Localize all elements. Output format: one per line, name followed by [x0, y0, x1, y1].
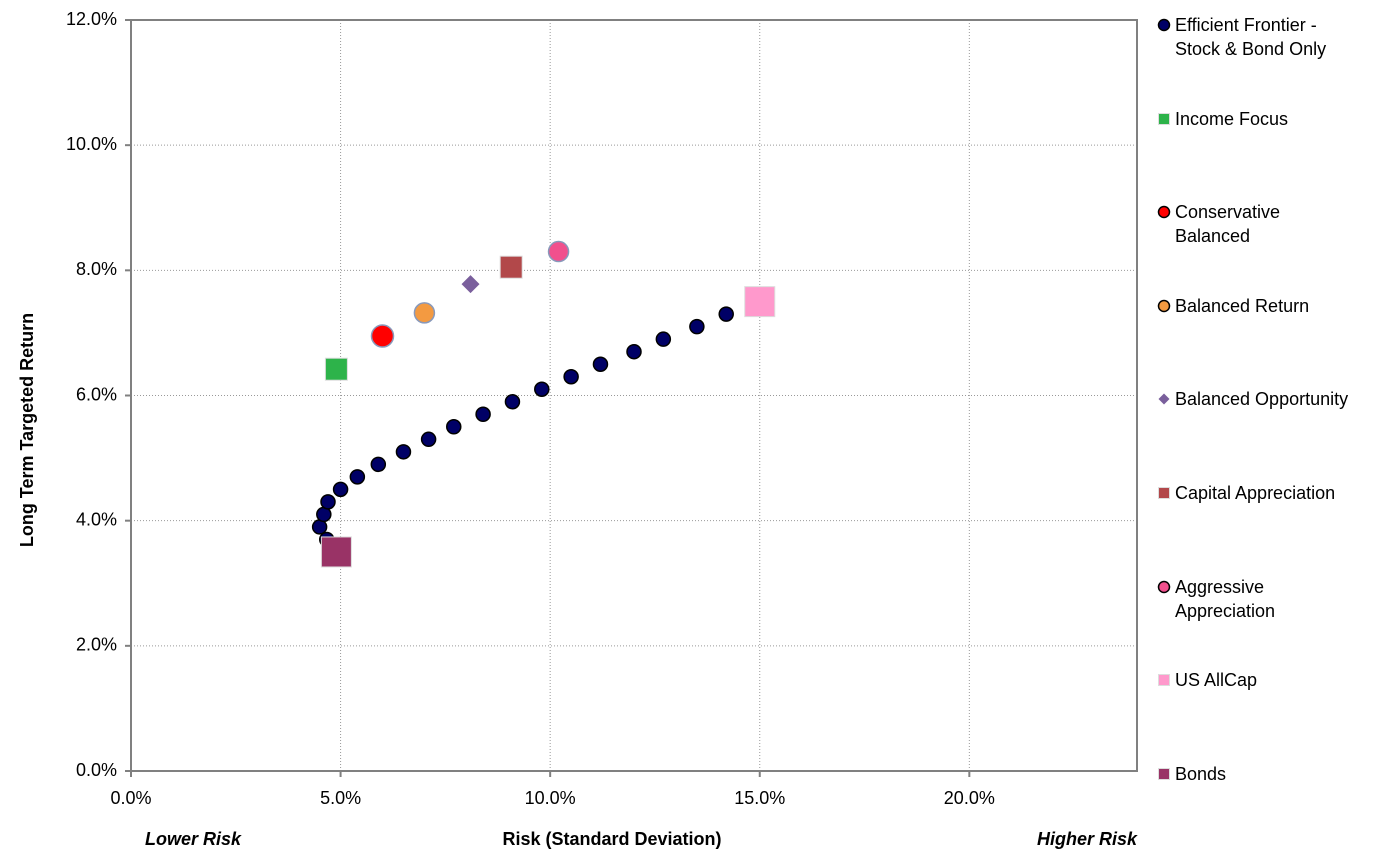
legend-entry: US AllCap	[1157, 668, 1357, 692]
y-axis-title: Long Term Targeted Return	[17, 313, 37, 547]
legend-entry: Income Focus	[1157, 107, 1357, 131]
plot-border	[130, 19, 1138, 772]
x-tick-label: 10.0%	[525, 788, 576, 808]
marker	[370, 324, 395, 348]
legend-entry: Capital Appreciation	[1157, 481, 1357, 505]
marker	[420, 431, 437, 448]
y-tick-label: 6.0%	[76, 384, 117, 404]
marker	[446, 419, 462, 435]
legend-label: Income Focus	[1175, 108, 1289, 129]
legend-marker	[1157, 299, 1171, 313]
annotation: Higher Risk	[1037, 829, 1138, 849]
x-tick-label: 20.0%	[944, 788, 995, 808]
legend-entry: Efficient Frontier - Stock & Bond Only	[1157, 13, 1357, 61]
marker	[475, 406, 491, 423]
marker	[320, 494, 336, 510]
marker	[655, 331, 672, 347]
legend-entry: Bonds	[1157, 762, 1357, 786]
marker	[395, 444, 412, 460]
y-tick-label: 12.0%	[66, 9, 117, 29]
marker	[1157, 205, 1171, 219]
x-tick-label: 15.0%	[734, 788, 785, 808]
marker	[1157, 18, 1171, 32]
legend-marker	[1158, 674, 1170, 687]
legend-marker	[1158, 487, 1170, 499]
legend-marker	[1158, 767, 1170, 780]
legend-entry: Conservative Balanced	[1157, 200, 1357, 248]
y-tick-label: 10.0%	[66, 134, 117, 154]
x-tick-label: 5.0%	[320, 788, 361, 808]
legend-label: Balanced Opportunity	[1175, 389, 1349, 410]
legend-label: Aggressive Appreciation	[1175, 576, 1276, 621]
legend-entry: Balanced Opportunity	[1157, 387, 1357, 411]
legend-marker	[1157, 18, 1171, 32]
legend-label: Efficient Frontier - Stock & Bond Only	[1175, 15, 1327, 59]
legend-label: Bonds	[1175, 763, 1227, 784]
legend-entry: Balanced Return	[1157, 294, 1357, 318]
legend-marker	[1158, 393, 1170, 405]
legend-label: US AllCap	[1175, 670, 1258, 691]
x-axis-title: Risk (Standard Deviation)	[502, 829, 721, 849]
marker	[504, 394, 521, 410]
marker	[324, 357, 348, 381]
marker	[320, 536, 352, 568]
legend-marker	[1158, 112, 1170, 125]
legend-label: Capital Appreciation	[1175, 483, 1336, 503]
marker	[1158, 393, 1170, 405]
marker	[1158, 767, 1170, 780]
marker	[547, 240, 570, 263]
marker	[461, 275, 480, 294]
y-tick-label: 8.0%	[76, 259, 117, 279]
marker	[370, 456, 387, 473]
y-tick-label: 2.0%	[76, 635, 117, 655]
marker	[1157, 299, 1171, 313]
legend-marker	[1157, 580, 1171, 593]
marker	[1158, 674, 1170, 687]
legend-marker	[1157, 205, 1171, 219]
marker	[563, 368, 579, 385]
marker	[718, 306, 734, 322]
legend-label: Balanced Return	[1175, 295, 1310, 316]
marker	[626, 343, 642, 360]
y-tick-label: 4.0%	[76, 509, 117, 529]
marker	[744, 286, 776, 318]
x-tick-label: 0.0%	[110, 788, 151, 808]
marker	[534, 381, 550, 397]
marker	[349, 469, 366, 485]
marker	[1157, 580, 1171, 593]
marker	[499, 255, 523, 279]
annotation: Lower Risk	[145, 829, 242, 849]
marker	[1158, 112, 1170, 125]
marker	[413, 302, 436, 324]
marker	[689, 318, 705, 335]
marker	[592, 356, 609, 372]
legend-label: Conservative Balanced	[1175, 202, 1281, 247]
y-tick-label: 0.0%	[76, 760, 117, 780]
legend-entry: Aggressive Appreciation	[1157, 575, 1357, 623]
marker	[332, 481, 349, 498]
marker	[1158, 487, 1170, 499]
